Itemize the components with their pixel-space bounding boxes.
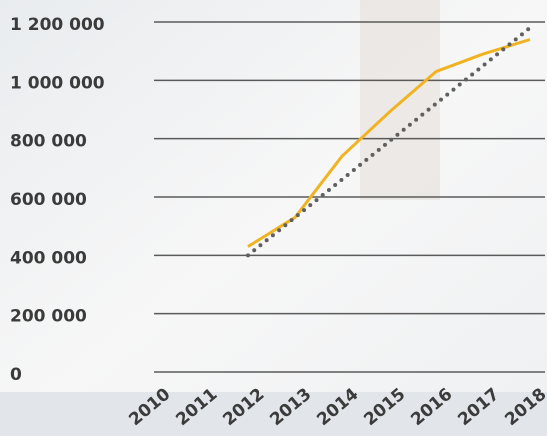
y-tick-label: 1 200 000 — [10, 15, 105, 35]
background-photo — [360, 0, 440, 200]
footer-band — [0, 392, 547, 436]
y-tick-label: 1 000 000 — [10, 73, 105, 93]
y-tick-label: 200 000 — [10, 307, 87, 327]
y-tick-label: 400 000 — [10, 248, 87, 268]
y-tick-label: 600 000 — [10, 190, 87, 210]
y-tick-label: 800 000 — [10, 132, 87, 152]
line — [247, 38, 531, 248]
y-tick-label: 0 — [10, 365, 22, 385]
